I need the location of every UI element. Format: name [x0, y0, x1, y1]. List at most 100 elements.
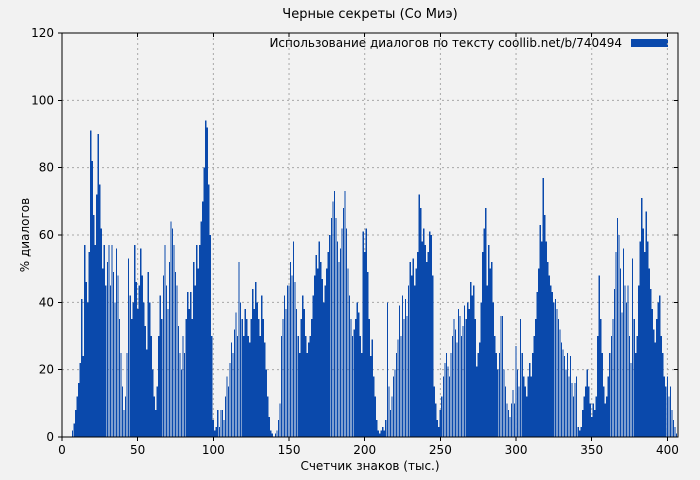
bar — [634, 352, 637, 437]
bar — [205, 120, 207, 437]
bar — [71, 430, 74, 437]
bar — [603, 386, 605, 437]
bar — [462, 325, 464, 437]
bar — [513, 403, 516, 437]
bar — [507, 410, 510, 437]
bar — [424, 245, 426, 437]
bar — [364, 251, 366, 437]
y-tick-label: 60 — [39, 228, 54, 242]
bar — [397, 339, 399, 437]
bar — [488, 245, 490, 437]
bar — [591, 416, 593, 437]
bar — [190, 292, 192, 437]
bar — [633, 319, 635, 437]
bar — [332, 201, 334, 437]
bar — [274, 433, 277, 437]
bar — [143, 302, 145, 437]
bar — [211, 336, 213, 437]
bar — [318, 241, 320, 437]
bar — [382, 426, 384, 437]
bar — [264, 342, 266, 437]
bar — [361, 352, 363, 437]
bar — [427, 251, 429, 437]
bar — [636, 336, 638, 437]
x-tick-label: 150 — [278, 443, 301, 457]
bar — [473, 285, 475, 437]
bar — [498, 352, 501, 437]
bar — [118, 319, 121, 437]
bar — [161, 319, 163, 437]
y-tick-label: 20 — [39, 363, 54, 377]
legend-label: Использование диалогов по тексту coollib… — [269, 36, 622, 50]
bar — [285, 309, 287, 437]
bar — [365, 228, 367, 437]
bar — [302, 295, 304, 437]
bar — [529, 362, 531, 437]
bar — [583, 396, 585, 437]
bar — [79, 362, 81, 437]
bar — [580, 426, 582, 437]
bar — [94, 245, 96, 437]
bar — [653, 329, 655, 437]
bar — [271, 433, 274, 437]
bar — [594, 410, 596, 437]
bar — [450, 352, 452, 437]
bar — [253, 309, 255, 437]
bar — [255, 282, 257, 437]
bar — [232, 352, 234, 437]
bar — [477, 352, 479, 437]
bar — [628, 336, 631, 437]
bar — [403, 319, 405, 437]
bar — [386, 302, 389, 437]
bar — [270, 430, 272, 437]
bar — [650, 288, 652, 437]
bar — [202, 201, 204, 437]
bar — [421, 241, 423, 437]
bar — [185, 319, 187, 437]
bar — [638, 285, 640, 437]
bar — [398, 305, 401, 437]
bar — [312, 295, 314, 437]
bar — [117, 275, 119, 437]
bar — [554, 298, 557, 437]
bar — [429, 231, 431, 437]
bar — [292, 241, 295, 437]
bar — [671, 410, 673, 437]
bar — [199, 245, 201, 437]
bar — [420, 208, 422, 437]
bar — [111, 245, 113, 437]
bar — [262, 319, 264, 437]
bar — [494, 336, 496, 437]
bar — [595, 396, 597, 437]
bar — [504, 386, 507, 437]
bar — [656, 319, 658, 437]
bar — [668, 396, 670, 437]
bar — [96, 194, 98, 437]
bar — [354, 319, 357, 437]
bar — [256, 302, 258, 437]
bar — [486, 285, 488, 437]
bar — [135, 282, 137, 437]
bar — [672, 420, 675, 437]
bar — [518, 386, 520, 437]
bar — [280, 336, 283, 437]
bar — [350, 319, 352, 437]
bar — [383, 430, 386, 437]
bar — [327, 251, 330, 437]
bar — [615, 251, 617, 437]
bar — [370, 356, 372, 437]
bar — [108, 245, 110, 437]
bar — [622, 248, 625, 437]
bar — [662, 352, 664, 437]
bar — [391, 396, 393, 437]
bar — [539, 224, 541, 437]
bar — [563, 356, 566, 437]
bar — [186, 292, 189, 437]
bar — [663, 376, 666, 437]
bar — [81, 298, 83, 437]
bar — [665, 386, 667, 437]
bar — [651, 309, 653, 437]
bar — [341, 228, 343, 437]
bar — [575, 376, 578, 437]
bar — [191, 319, 193, 437]
